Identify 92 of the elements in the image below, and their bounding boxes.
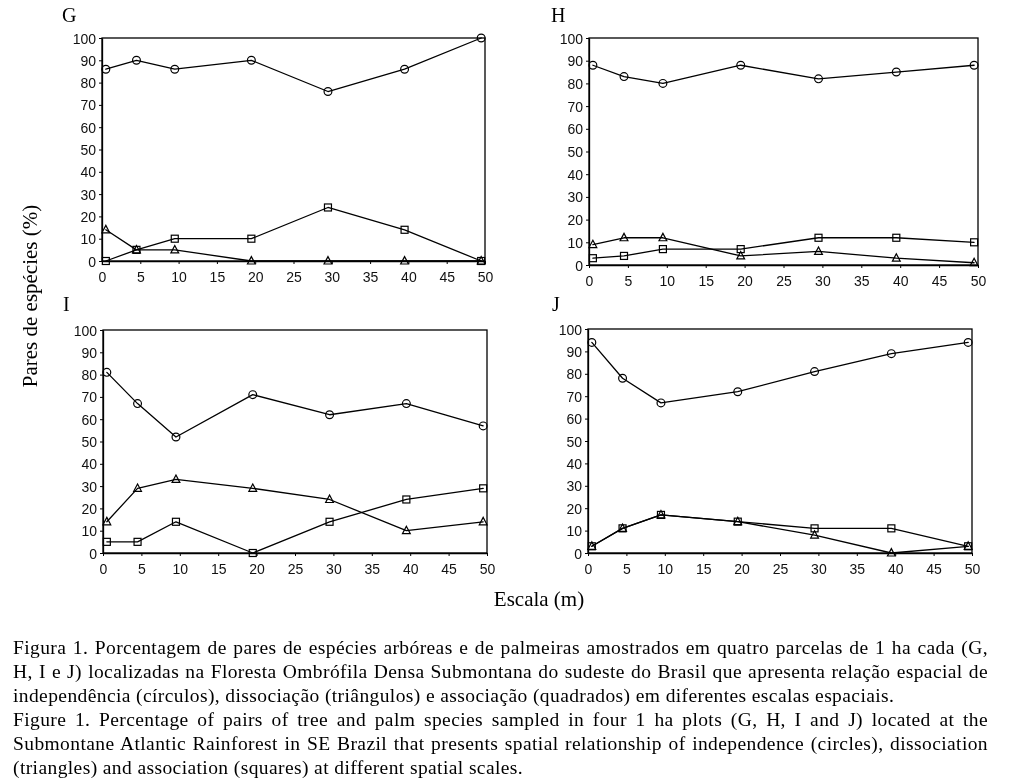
y-tick-label: 10 (80, 231, 97, 248)
y-tick-label: 0 (575, 257, 584, 274)
y-tick-label: 10 (81, 523, 98, 540)
x-tick-label: 25 (772, 560, 789, 577)
x-tick-label: 5 (136, 268, 145, 285)
y-tick-label: 30 (81, 478, 98, 495)
x-tick-label: 10 (659, 272, 676, 289)
y-tick-label: 80 (81, 367, 98, 384)
y-tick-label: 40 (566, 455, 583, 472)
y-tick-label: 90 (567, 53, 584, 70)
chart-title: I (63, 293, 70, 315)
x-tick-label: 5 (623, 560, 631, 577)
x-tick-label: 20 (249, 560, 266, 577)
text: Figura 1. Porcentagem de pares de espécies arbóreas e de palmeiras amostrados em quatro parcelas de 1 ha cada (G, H, I e J) localizadas na Floresta Ombrófila Densa Submontana do sudeste do Brasil que apresenta relação espacial de independência (círculos), dissociação (triângulos) e associação (quadrados) em diferentes escalas espaciais. (13, 636, 988, 708)
y-tick-label: 100 (559, 30, 584, 47)
y-tick-label: 0 (88, 253, 97, 270)
y-tick-label: 50 (81, 434, 98, 451)
y-tick-label: 50 (567, 144, 584, 161)
y-tick-label: 100 (72, 30, 97, 47)
y-tick-label: 70 (81, 389, 98, 406)
x-tick-label: 45 (931, 272, 948, 289)
x-tick-label: 15 (695, 560, 712, 577)
x-tick-label: 10 (657, 560, 674, 577)
x-tick-label: 35 (362, 268, 379, 285)
y-tick-label: 0 (574, 545, 583, 562)
y-tick-label: 60 (567, 121, 584, 138)
y-tick-label: 70 (567, 98, 584, 115)
x-tick-label: 25 (286, 268, 302, 285)
y-tick-label: 30 (566, 478, 583, 495)
x-tick-label: 50 (477, 268, 494, 285)
x-axis-title: Escala (m) (493, 587, 585, 611)
x-tick-label: 40 (887, 560, 904, 577)
x-tick-label: 30 (815, 272, 831, 289)
y-tick-label: 100 (558, 321, 583, 338)
y-tick-label: 90 (566, 343, 583, 360)
x-tick-label: 50 (970, 272, 987, 289)
x-tick-label: 15 (210, 560, 227, 577)
y-tick-label: 10 (567, 234, 584, 251)
x-tick-label: 50 (964, 560, 981, 577)
x-tick-label: 20 (734, 560, 751, 577)
chart-title: J (552, 293, 560, 315)
x-tick-label: 5 (624, 272, 633, 289)
x-tick-label: 15 (698, 272, 715, 289)
y-tick-label: 80 (80, 75, 97, 92)
y-tick-label: 90 (81, 344, 98, 361)
y-tick-label: 80 (567, 75, 584, 92)
x-tick-label: 40 (401, 268, 417, 285)
x-tick-label: 30 (811, 560, 827, 577)
x-tick-label: 30 (326, 560, 342, 577)
x-tick-label: 15 (209, 268, 226, 285)
y-tick-label: 40 (81, 456, 98, 473)
y-axis-title: Pares de espécies (%) (18, 204, 43, 388)
x-tick-label: 35 (854, 272, 870, 289)
y-tick-label: 10 (566, 523, 583, 540)
x-tick-label: 10 (171, 268, 188, 285)
y-tick-label: 100 (73, 322, 98, 339)
x-tick-label: 40 (402, 560, 419, 577)
x-tick-label: 5 (138, 560, 146, 577)
y-tick-label: 30 (567, 189, 584, 206)
y-tick-label: 0 (89, 545, 98, 562)
x-tick-label: 35 (849, 560, 866, 577)
y-tick-label: 50 (80, 142, 97, 159)
x-tick-label: 10 (172, 560, 189, 577)
y-tick-label: 30 (80, 186, 97, 203)
y-tick-label: 40 (567, 166, 584, 183)
caption: Figure 1. Percentage of pairs of tree and palm species sampled in four 1 ha plots (G, H, I and J) located at the Submontane Atlantic Rainforest in SE Brazil that presents spatial relationship of independence (circles), dissociation (triangles) and association (squares) at different spatial scales. (13, 708, 988, 780)
y-tick-label: 20 (566, 500, 583, 517)
x-tick-label: 40 (892, 272, 909, 289)
x-tick-label: 20 (247, 268, 264, 285)
y-tick-label: 20 (81, 500, 98, 517)
x-tick-label: 50 (479, 560, 496, 577)
x-tick-label: 45 (439, 268, 456, 285)
y-tick-label: 50 (566, 433, 583, 450)
y-tick-label: 90 (80, 52, 97, 69)
y-tick-label: 20 (80, 208, 97, 225)
y-tick-label: 70 (80, 97, 97, 114)
x-tick-label: 25 (776, 272, 792, 289)
x-tick-label: 45 (926, 560, 943, 577)
x-tick-label: 45 (441, 560, 458, 577)
y-tick-label: 40 (80, 164, 97, 181)
x-tick-label: 30 (324, 268, 341, 285)
chart-title: G (62, 4, 77, 26)
x-tick-label: 25 (287, 560, 304, 577)
y-tick-label: 80 (566, 366, 583, 383)
chart-title: H (551, 4, 566, 26)
x-tick-label: 35 (364, 560, 381, 577)
y-tick-label: 20 (567, 212, 584, 229)
y-tick-label: 60 (81, 411, 98, 428)
y-tick-label: 60 (566, 411, 583, 428)
y-tick-label: 60 (80, 119, 97, 136)
y-tick-label: 70 (566, 388, 583, 405)
x-tick-label: 20 (737, 272, 754, 289)
